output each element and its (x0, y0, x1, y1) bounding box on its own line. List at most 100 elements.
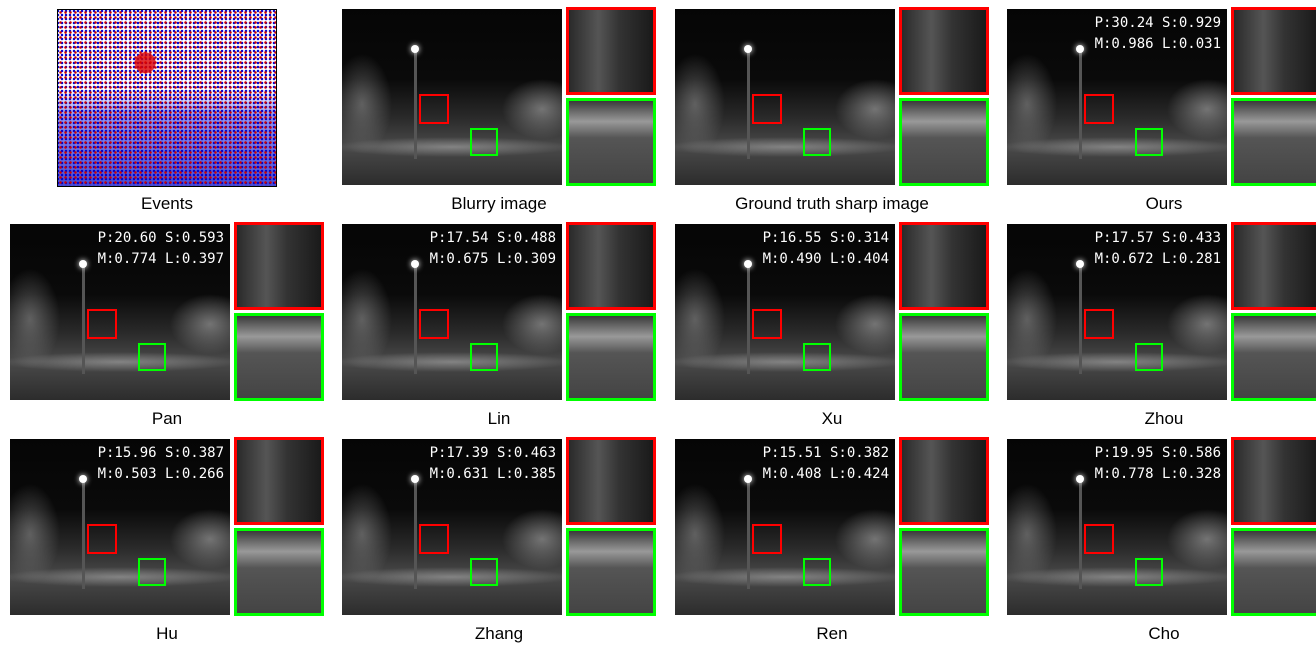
caption: Hu (17, 624, 317, 644)
red-crop (566, 7, 656, 95)
lamp-light (411, 475, 419, 483)
caption: Pan (17, 409, 317, 429)
red-box (752, 524, 782, 554)
lamp-light (1076, 475, 1084, 483)
green-crop (1231, 528, 1316, 616)
metric-line: P:17.54 S:0.488 (430, 228, 556, 249)
lamp-light (79, 260, 87, 268)
metric-line: M:0.503 L:0.266 (98, 464, 224, 485)
red-crop (1231, 437, 1316, 525)
red-crop (1231, 222, 1316, 310)
lamp-pole (747, 49, 750, 159)
red-crop (1231, 7, 1316, 95)
caption: Xu (682, 409, 982, 429)
green-crop (1231, 98, 1316, 186)
metric-line: P:15.51 S:0.382 (763, 443, 889, 464)
lamp-light (744, 260, 752, 268)
red-crop (899, 437, 989, 525)
lamp-pole (414, 264, 417, 374)
red-box (87, 524, 117, 554)
lamp-light (411, 260, 419, 268)
caption: Cho (1014, 624, 1314, 644)
metric-line: P:16.55 S:0.314 (763, 228, 889, 249)
green-box (803, 558, 831, 586)
red-crop (899, 7, 989, 95)
lamp-pole (414, 49, 417, 159)
green-box (138, 558, 166, 586)
metric-line: P:30.24 S:0.929 (1095, 13, 1221, 34)
green-box (1135, 343, 1163, 371)
green-box (470, 343, 498, 371)
lamp-pole (414, 479, 417, 589)
scene-image (675, 9, 895, 185)
lamp-light (411, 45, 419, 53)
caption: Events (17, 194, 317, 214)
red-box (1084, 524, 1114, 554)
caption: Ours (1014, 194, 1314, 214)
red-crop (234, 222, 324, 310)
lamp-light (1076, 260, 1084, 268)
metric-line: P:17.57 S:0.433 (1095, 228, 1221, 249)
green-crop (566, 528, 656, 616)
green-box (803, 128, 831, 156)
metric-line: M:0.774 L:0.397 (98, 249, 224, 270)
metric-line: M:0.408 L:0.424 (763, 464, 889, 485)
green-crop (899, 313, 989, 401)
caption: Zhou (1014, 409, 1314, 429)
red-box (752, 94, 782, 124)
caption: Zhang (349, 624, 649, 644)
green-box (803, 343, 831, 371)
red-box (87, 309, 117, 339)
lamp-light (744, 45, 752, 53)
metric-line: M:0.778 L:0.328 (1095, 464, 1221, 485)
green-crop (234, 313, 324, 401)
red-crop (566, 437, 656, 525)
green-crop (899, 528, 989, 616)
green-crop (566, 98, 656, 186)
lamp-pole (1079, 49, 1082, 159)
green-box (1135, 558, 1163, 586)
red-box (752, 309, 782, 339)
lamp-light (79, 475, 87, 483)
green-crop (1231, 313, 1316, 401)
lamp-light (744, 475, 752, 483)
metric-line: M:0.672 L:0.281 (1095, 249, 1221, 270)
red-box (419, 309, 449, 339)
lamp-pole (747, 479, 750, 589)
metric-line: M:0.675 L:0.309 (430, 249, 556, 270)
green-box (470, 128, 498, 156)
metric-line: P:20.60 S:0.593 (98, 228, 224, 249)
caption: Blurry image (349, 194, 649, 214)
lamp-pole (1079, 479, 1082, 589)
green-box (1135, 128, 1163, 156)
events-image (57, 9, 277, 187)
green-crop (234, 528, 324, 616)
metric-line: P:19.95 S:0.586 (1095, 443, 1221, 464)
figure: EventsBlurry imageGround truth sharp ima… (0, 0, 1316, 649)
metric-line: P:15.96 S:0.387 (98, 443, 224, 464)
red-crop (566, 222, 656, 310)
red-crop (234, 437, 324, 525)
metric-line: P:17.39 S:0.463 (430, 443, 556, 464)
metric-line: M:0.631 L:0.385 (430, 464, 556, 485)
red-crop (899, 222, 989, 310)
lamp-pole (82, 479, 85, 589)
caption: Lin (349, 409, 649, 429)
red-box (419, 94, 449, 124)
green-box (138, 343, 166, 371)
